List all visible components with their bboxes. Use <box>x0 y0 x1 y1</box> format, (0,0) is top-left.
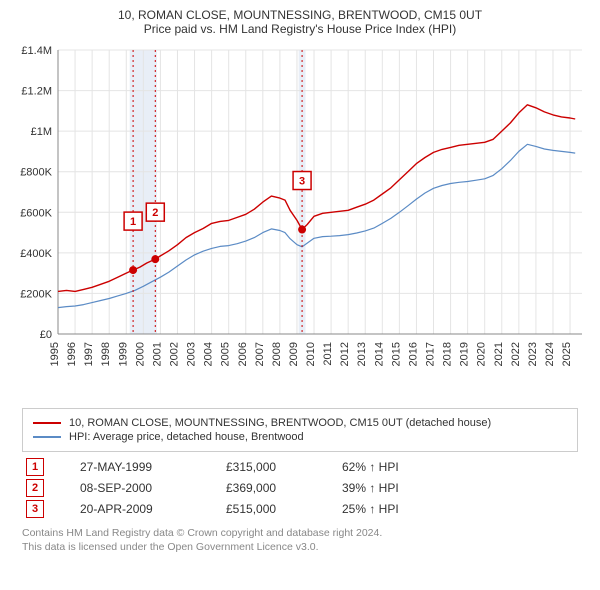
svg-text:£1M: £1M <box>31 126 52 138</box>
svg-text:2021: 2021 <box>493 342 505 366</box>
svg-text:2: 2 <box>152 207 158 219</box>
svg-text:2002: 2002 <box>168 342 180 366</box>
svg-text:2009: 2009 <box>288 342 300 366</box>
transaction-date: 08-SEP-2000 <box>80 481 190 495</box>
svg-text:2000: 2000 <box>134 342 146 366</box>
svg-text:2013: 2013 <box>356 342 368 366</box>
svg-text:2014: 2014 <box>373 342 385 366</box>
transaction-date: 20-APR-2009 <box>80 502 190 516</box>
svg-text:1997: 1997 <box>83 342 95 366</box>
svg-text:£200K: £200K <box>20 288 52 300</box>
svg-text:1998: 1998 <box>100 342 112 366</box>
svg-text:2025: 2025 <box>561 342 573 366</box>
svg-text:2005: 2005 <box>220 342 232 366</box>
transaction-price: £515,000 <box>226 502 306 516</box>
chart-title: 10, ROMAN CLOSE, MOUNTNESSING, BRENTWOOD… <box>12 8 588 22</box>
svg-text:2017: 2017 <box>425 342 437 366</box>
svg-text:1995: 1995 <box>49 342 61 366</box>
svg-text:£400K: £400K <box>20 248 52 260</box>
chart-subtitle: Price paid vs. HM Land Registry's House … <box>12 22 588 36</box>
footer-line: This data is licensed under the Open Gov… <box>22 540 588 554</box>
svg-text:2003: 2003 <box>186 342 198 366</box>
svg-text:2023: 2023 <box>527 342 539 366</box>
svg-text:1996: 1996 <box>66 342 78 366</box>
svg-text:2020: 2020 <box>476 342 488 366</box>
svg-text:2001: 2001 <box>151 342 163 366</box>
transaction-marker: 1 <box>26 458 44 476</box>
svg-text:2008: 2008 <box>271 342 283 366</box>
svg-text:£600K: £600K <box>20 207 52 219</box>
transaction-price: £369,000 <box>226 481 306 495</box>
footer: Contains HM Land Registry data © Crown c… <box>22 526 588 554</box>
legend-label: HPI: Average price, detached house, Bren… <box>69 431 304 443</box>
transaction-row: 1 27-MAY-1999 £315,000 62% ↑ HPI <box>26 458 588 476</box>
transaction-hpi: 62% ↑ HPI <box>342 460 442 474</box>
footer-line: Contains HM Land Registry data © Crown c… <box>22 526 588 540</box>
transaction-hpi: 39% ↑ HPI <box>342 481 442 495</box>
transaction-hpi: 25% ↑ HPI <box>342 502 442 516</box>
transaction-marker: 3 <box>26 500 44 518</box>
svg-text:2010: 2010 <box>305 342 317 366</box>
transaction-row: 2 08-SEP-2000 £369,000 39% ↑ HPI <box>26 479 588 497</box>
svg-text:2024: 2024 <box>544 342 556 366</box>
svg-text:£800K: £800K <box>20 167 52 179</box>
transaction-row: 3 20-APR-2009 £515,000 25% ↑ HPI <box>26 500 588 518</box>
legend-label: 10, ROMAN CLOSE, MOUNTNESSING, BRENTWOOD… <box>69 417 491 429</box>
svg-text:£1.4M: £1.4M <box>21 45 52 57</box>
svg-text:2022: 2022 <box>510 342 522 366</box>
transaction-price: £315,000 <box>226 460 306 474</box>
svg-text:1999: 1999 <box>117 342 129 366</box>
legend: 10, ROMAN CLOSE, MOUNTNESSING, BRENTWOOD… <box>22 408 578 452</box>
svg-text:£1.2M: £1.2M <box>21 86 52 98</box>
svg-text:2007: 2007 <box>254 342 266 366</box>
svg-text:2015: 2015 <box>390 342 402 366</box>
svg-text:2016: 2016 <box>407 342 419 366</box>
svg-text:3: 3 <box>299 176 305 188</box>
svg-text:2012: 2012 <box>339 342 351 366</box>
legend-swatch <box>33 436 61 438</box>
legend-swatch <box>33 422 61 424</box>
svg-text:£0: £0 <box>40 329 52 341</box>
transaction-marker: 2 <box>26 479 44 497</box>
svg-text:2018: 2018 <box>442 342 454 366</box>
legend-item: 10, ROMAN CLOSE, MOUNTNESSING, BRENTWOOD… <box>33 417 567 429</box>
svg-text:2011: 2011 <box>322 342 334 366</box>
transactions-list: 1 27-MAY-1999 £315,000 62% ↑ HPI 2 08-SEP-200… <box>12 458 588 518</box>
transaction-date: 27-MAY-1999 <box>80 460 190 474</box>
svg-text:2004: 2004 <box>203 342 215 366</box>
chart: £0 £200K £400K £600K £800K £1M £1.2M £1.4M 1995 1… <box>12 40 588 400</box>
svg-text:1: 1 <box>130 216 136 228</box>
legend-item: HPI: Average price, detached house, Bren… <box>33 431 567 443</box>
svg-text:2019: 2019 <box>459 342 471 366</box>
svg-text:2006: 2006 <box>237 342 249 366</box>
